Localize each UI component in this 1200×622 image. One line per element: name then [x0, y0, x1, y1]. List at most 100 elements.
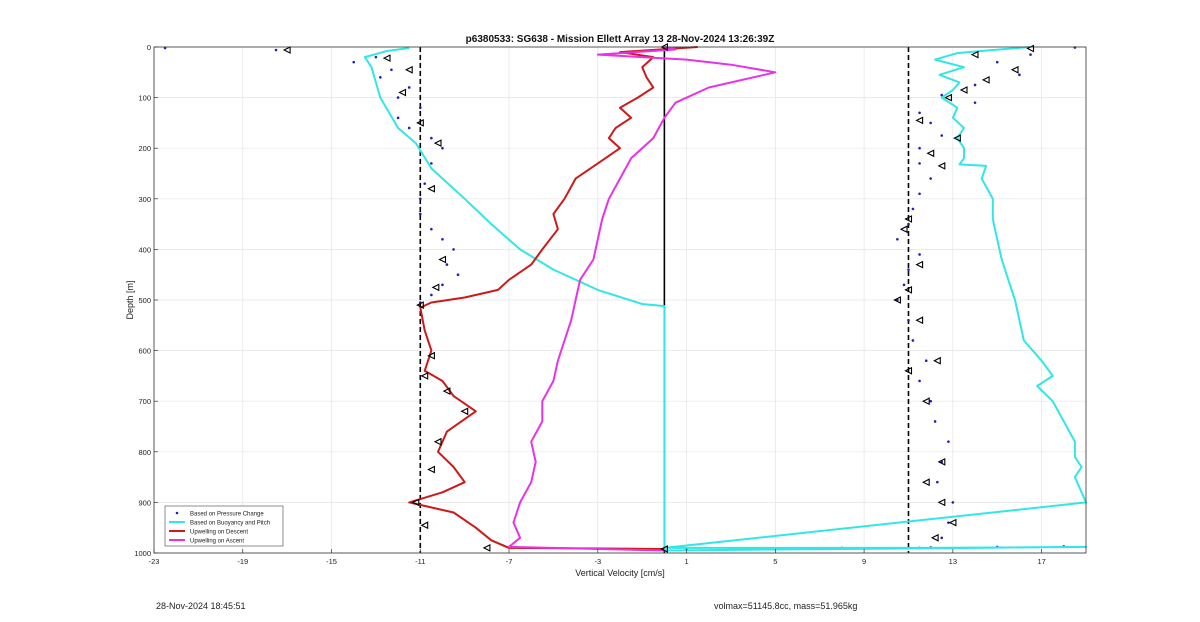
- x-tick-label: -23: [149, 557, 160, 566]
- series-point: [456, 273, 460, 277]
- series-line: [508, 46, 777, 552]
- dive-marker: [904, 215, 913, 223]
- dive-marker: [398, 88, 407, 97]
- y-tick-label: 900: [138, 498, 151, 507]
- x-tick-label: 9: [862, 557, 866, 566]
- x-tick-label: -11: [415, 557, 425, 566]
- series-layer: [163, 46, 1087, 552]
- series-point: [918, 146, 921, 150]
- series-point: [907, 268, 910, 271]
- series-point: [274, 48, 278, 52]
- series-point: [951, 501, 955, 504]
- series-point: [379, 76, 382, 79]
- x-tick-label: -15: [326, 557, 337, 566]
- series-line: [408, 46, 698, 550]
- dive-marker: [915, 116, 924, 125]
- series-point: [918, 192, 921, 196]
- x-tick-label: 17: [1037, 557, 1045, 566]
- series-point: [907, 222, 910, 226]
- dive-marker: [411, 498, 420, 507]
- y-tick-label: 0: [147, 43, 151, 52]
- dive-marker: [427, 465, 435, 474]
- legend: Based on Pressure Change Based on Buoyanc…: [164, 505, 284, 547]
- dive-marker: [930, 533, 939, 542]
- legend-swatch: [175, 511, 179, 515]
- dive-marker: [482, 544, 491, 552]
- dive-marker: [899, 225, 908, 234]
- y-tick-label: 400: [138, 245, 151, 254]
- series-point: [924, 359, 928, 363]
- dive-marker: [904, 286, 913, 294]
- series-point: [918, 253, 921, 256]
- footer-timestamp: 28-Nov-2024 18:45:51: [156, 601, 246, 611]
- dive-marker: [937, 498, 946, 507]
- grid: [153, 46, 1086, 554]
- dive-marker: [893, 296, 901, 304]
- x-tick-label: 5: [773, 557, 777, 566]
- series-point: [441, 237, 444, 241]
- y-tick-label: 500: [138, 296, 151, 305]
- legend-label: Based on Buoyancy and Pitch: [190, 521, 270, 527]
- series-point: [418, 212, 422, 216]
- series-point: [430, 136, 433, 140]
- dive-marker: [915, 316, 924, 325]
- series-point: [1073, 46, 1077, 49]
- dive-marker: [904, 366, 913, 375]
- dive-marker: [442, 387, 451, 395]
- series-point: [407, 86, 411, 89]
- series-point: [896, 237, 899, 241]
- chart-title: p6380533: SG638 - Mission Ellett Array 1…: [466, 34, 775, 45]
- series-point: [911, 339, 915, 342]
- x-tick-label: -19: [237, 557, 248, 566]
- dive-marker: [420, 521, 429, 530]
- series-point: [918, 111, 921, 115]
- dive-marker: [959, 86, 968, 94]
- series-point: [396, 96, 400, 99]
- series-point: [936, 480, 939, 484]
- series-point: [940, 93, 944, 97]
- dive-marker: [420, 372, 429, 380]
- series-point: [445, 263, 449, 266]
- series-point: [430, 162, 433, 165]
- dive-marker: [937, 458, 946, 466]
- dive-marker: [282, 46, 291, 54]
- dive-marker: [416, 301, 424, 309]
- series-point: [973, 83, 977, 87]
- series-point: [940, 536, 944, 540]
- dive-marker: [944, 93, 952, 102]
- legend-label: Based on Pressure Change: [190, 512, 264, 518]
- dive-marker: [937, 162, 946, 170]
- series-point: [947, 440, 950, 443]
- y-tick-label: 600: [138, 347, 151, 356]
- series-point: [929, 177, 932, 180]
- x-tick-label: 13: [949, 557, 957, 566]
- dive-marker: [921, 478, 930, 487]
- legend-label: Upwelling on Ascent: [190, 539, 244, 545]
- series-point: [407, 126, 411, 130]
- series-point: [933, 420, 937, 423]
- x-tick-label: -7: [506, 557, 513, 566]
- series-line: [363, 46, 1087, 552]
- series-point: [929, 121, 932, 125]
- dive-marker: [953, 134, 961, 142]
- dive-marker: [427, 184, 435, 193]
- x-tick-label: 1: [684, 557, 688, 566]
- series-point: [1018, 73, 1021, 77]
- dive-marker: [416, 119, 424, 127]
- dive-marker: [433, 437, 442, 446]
- series-point: [430, 227, 433, 231]
- y-tick-label: 700: [138, 397, 151, 406]
- x-axis-label: Vertical Velocity [cm/s]: [575, 568, 665, 578]
- series-point: [947, 521, 950, 524]
- series-point: [918, 162, 921, 165]
- series-point: [911, 207, 915, 211]
- dive-marker: [404, 65, 413, 74]
- dive-marker: [915, 260, 924, 269]
- series-point: [441, 146, 444, 150]
- series-point: [995, 60, 999, 64]
- series-point: [441, 283, 444, 287]
- series-point: [423, 182, 427, 185]
- dive-marker: [926, 149, 935, 158]
- y-tick-label: 100: [138, 94, 151, 103]
